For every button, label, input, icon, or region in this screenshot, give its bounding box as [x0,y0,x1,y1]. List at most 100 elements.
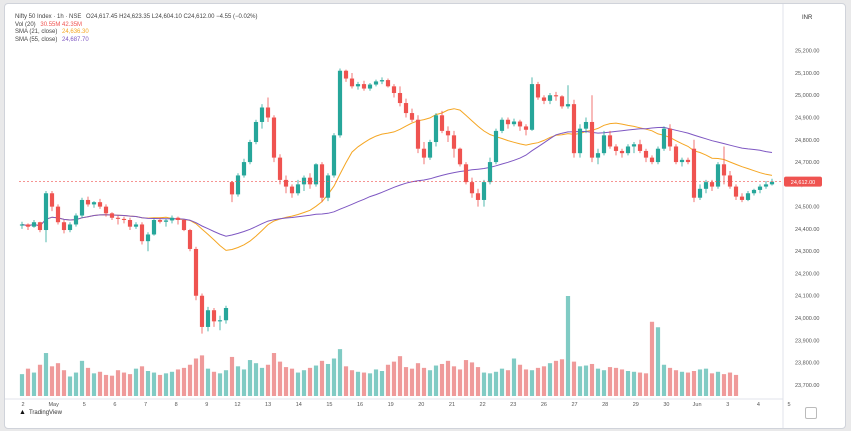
volume-bar [553,360,559,396]
volume-legend-row[interactable]: Vol (20) 30.55M 42.35M [15,22,258,30]
volume-bar [61,370,67,396]
candle-body [763,184,769,187]
candle-body [169,217,175,221]
candle-body [229,182,235,195]
y-tick-label: 23,900.00 [795,338,819,344]
sma21-legend-value: 24,636.30 [62,29,89,35]
y-tick-label: 24,000.00 [795,316,819,322]
candle-body [415,119,421,149]
candle-body [745,193,751,200]
symbol-line: Nifty 50 Index · 1h · NSE [15,14,82,20]
candle-body [193,248,199,296]
candle-body [715,164,721,187]
volume-bar [595,368,601,396]
volume-bar [649,321,655,396]
x-tick-label: 4 [757,402,760,408]
candle-body [607,135,613,147]
volume-bar [439,363,445,396]
candle-body [31,222,37,227]
volume-bar [397,356,403,396]
ohlc-values: O24,617.45 H24,623.35 L24,604.10 C24,612… [86,14,258,20]
candle-body [679,159,685,163]
volume-bar [475,367,481,396]
volume-bar [55,363,61,396]
volume-bar [541,366,547,396]
volume-bar [523,369,529,396]
volume-bar [313,365,319,396]
volume-bar [409,368,415,396]
volume-bar [637,372,643,396]
candle-body [595,153,601,158]
volume-bar [565,296,571,396]
candle-body [439,115,445,131]
volume-bar [79,360,85,396]
candle-body [703,182,709,189]
volume-bar [583,365,589,396]
x-tick-label: 20 [418,402,424,408]
volume-bar [199,355,205,396]
candle-body [61,222,67,231]
candle-body [181,220,187,231]
volume-bar [43,353,49,396]
x-tick-label: 14 [296,402,302,408]
sma21-line [21,108,773,251]
volume-bar [433,365,439,396]
candle-body [451,135,457,149]
candle-body [265,107,271,118]
sma55-legend-row[interactable]: SMA (55, close) 24,687.70 [15,37,258,45]
volume-bar [733,374,739,396]
candle-body [349,78,355,87]
candle-body [133,224,139,227]
volume-bar [667,367,673,396]
candle-body [409,113,415,120]
volume-bar [163,373,169,396]
volume-bar [691,371,697,396]
x-tick-label: 16 [357,402,363,408]
volume-bar [241,369,247,396]
volume-bar [229,356,235,396]
candle-body [757,186,763,190]
sma21-legend-row[interactable]: SMA (21, close) 24,636.30 [15,29,258,37]
volume-bar [697,369,703,396]
candle-body [127,220,133,227]
volume-bar [481,372,487,396]
x-tick-label: 7 [144,402,147,408]
auto-scale-button[interactable] [805,407,817,419]
chart-panel[interactable]: 25,200.00 25,100.00 25,000.00 24,900.00 24,8… [4,3,846,429]
candle-body [19,224,25,226]
candle-body [355,84,361,87]
volume-bar [661,364,667,396]
volume-bar [157,374,163,396]
last-price-label: 24,612.00 [791,180,815,186]
volume-bar [559,359,565,396]
candle-body [403,103,409,114]
candle-body [397,93,403,104]
candle-body [577,128,583,154]
candle-body [301,177,307,185]
volume-bar [613,367,619,396]
candle-body [517,121,523,127]
symbol-row: Nifty 50 Index · 1h · NSE O24,617.45 H24… [15,14,258,22]
candle-body [463,164,469,183]
candle-body [25,224,31,227]
candle-body [235,175,241,195]
candle-body [91,202,97,205]
volume-bar [601,370,607,396]
candlestick-chart[interactable]: 25,200.00 25,100.00 25,000.00 24,900.00 24,8… [5,4,845,428]
candle-body [655,148,661,163]
candle-body [43,193,49,231]
x-tick-label: 5 [787,402,790,408]
x-tick-label: 12 [234,402,240,408]
candle-body [151,220,157,235]
x-tick-label: 9 [205,402,208,408]
tradingview-brand[interactable]: ▲ TradingView [19,409,62,416]
candle-body [289,186,295,194]
candle-body [157,220,163,222]
volume-bar [277,361,283,396]
volume-bar [487,373,493,396]
candle-body [697,188,703,198]
candle-body [307,177,313,185]
candle-body [529,84,535,130]
currency-unit-label: INR [802,15,813,21]
candle-body [223,308,229,321]
